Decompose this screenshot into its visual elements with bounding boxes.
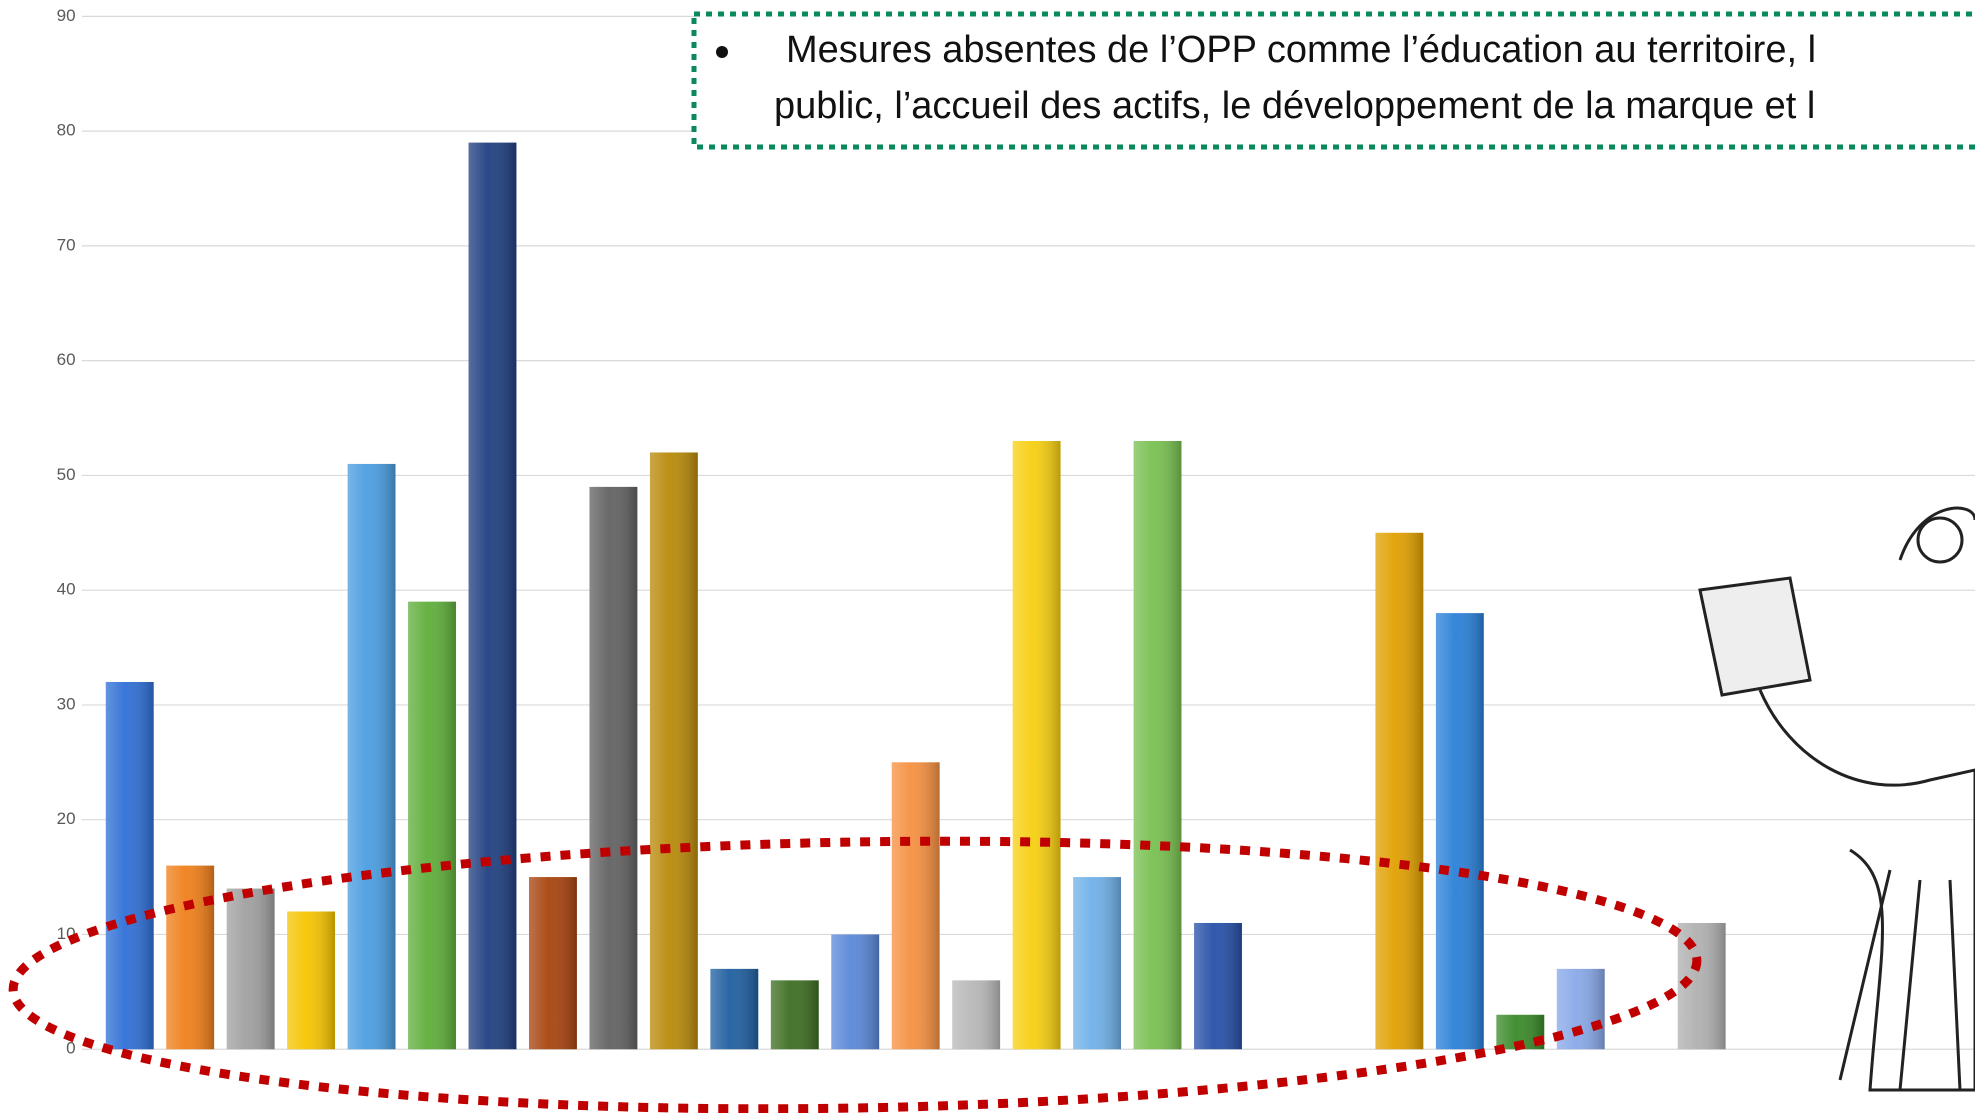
bar-shine: [891, 762, 940, 1050]
bar-shine: [1133, 440, 1182, 1050]
bar-shine: [166, 865, 215, 1050]
bar-shine: [831, 934, 880, 1050]
bar-shine: [347, 463, 396, 1050]
bar-shine: [468, 142, 517, 1050]
bar-shine: [1012, 440, 1061, 1050]
bar-shine: [1435, 613, 1484, 1050]
note-line: Mesures absentes de l’OPP comme l’éducat…: [786, 29, 1816, 71]
bar-shine: [226, 888, 275, 1050]
bar-shine: [105, 681, 154, 1050]
bar-shine: [1556, 968, 1605, 1050]
note-box: [691, 11, 1975, 150]
y-tick-label: 30: [57, 694, 76, 713]
y-tick-label: 0: [66, 1039, 75, 1058]
bar-shine: [408, 601, 456, 1050]
bullet: [716, 46, 728, 58]
bar-shine: [952, 980, 1001, 1050]
illustration: [1698, 506, 1975, 1092]
y-tick-label: 90: [57, 6, 76, 25]
bar-shine: [287, 911, 336, 1050]
bar-shine: [1375, 532, 1424, 1050]
y-tick-label: 50: [57, 465, 76, 484]
y-tick-label: 70: [57, 235, 76, 254]
bar-shine: [1073, 877, 1122, 1050]
bar-shine: [770, 980, 819, 1050]
bar-shine: [649, 452, 698, 1050]
bar-shine: [589, 486, 638, 1050]
y-tick-label: 60: [57, 350, 76, 369]
y-tick-label: 20: [57, 809, 76, 828]
highlight-ellipse: [8, 836, 1702, 1113]
bar-shine: [710, 968, 759, 1050]
y-tick-label: 80: [57, 121, 76, 140]
bar-shine: [1194, 922, 1242, 1050]
note-line: public, l’accueil des actifs, le dévelop…: [774, 85, 1815, 127]
y-tick-label: 40: [57, 580, 76, 599]
bar-shine: [529, 877, 577, 1050]
